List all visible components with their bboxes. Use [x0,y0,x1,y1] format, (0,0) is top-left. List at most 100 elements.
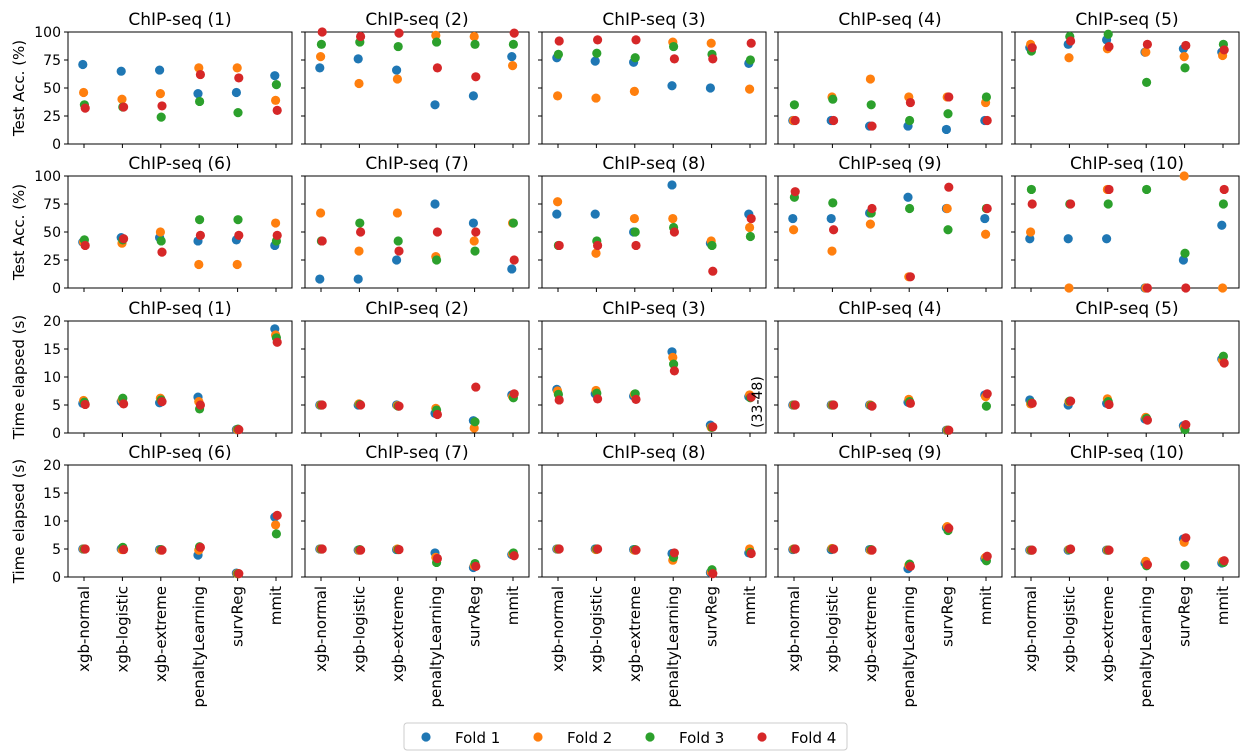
point-survReg-fold4 [234,73,244,83]
point-penaltyLearning-fold4 [669,227,680,237]
point-xgb-logistic-fold4 [829,544,839,554]
point-xgb-normal-fold4 [80,544,90,554]
point-mmit-fold4 [1219,556,1229,566]
point-mmit-fold4 [509,28,519,38]
point-xgb-extreme-fold4 [1104,41,1114,52]
point-xgb-logistic-fold4 [593,394,603,404]
point-xgb-extreme-fold4 [394,544,404,555]
y-tick-label: 75 [43,53,61,69]
point-penaltyLearning-fold1 [903,192,913,202]
point-xgb-logistic-fold2 [1064,283,1074,293]
point-xgb-normal-fold1 [78,59,88,70]
point-xgb-logistic-fold4 [593,240,603,251]
point-xgb-logistic-fold3 [355,218,365,228]
point-xgb-normal-fold1 [315,63,325,73]
point-xgb-logistic-fold4 [356,31,366,42]
y-tick-label: 100 [34,25,61,41]
panel-frame [304,464,530,578]
point-xgb-extreme-fold4 [631,545,641,555]
panel-title: ChIP-seq (8) [602,443,705,463]
point-penaltyLearning-fold4 [432,227,442,237]
panel-r2-c4: ChIP-seq (9) [774,154,1003,292]
point-mmit-fold2 [271,95,281,105]
point-xgb-normal-fold4 [317,236,327,246]
point-xgb-extreme-fold4 [394,401,404,411]
point-xgb-normal-fold2 [553,197,563,207]
point-mmit-fold4 [1219,184,1229,195]
point-mmit-fold4 [746,392,756,402]
point-xgb-extreme-fold4 [1104,399,1114,410]
x-tick-label-xgb-extreme: xgb-extreme [626,586,644,682]
point-xgb-logistic-fold3 [592,48,602,58]
point-penaltyLearning-fold4 [1142,560,1152,570]
point-xgb-logistic-fold4 [593,35,603,45]
point-xgb-normal-fold4 [554,395,564,405]
y-tick-label: 5 [52,398,61,414]
point-penaltyLearning-fold4 [1142,283,1152,293]
point-xgb-normal-fold2 [79,87,89,98]
panel-title: ChIP-seq (10) [1070,154,1184,174]
point-penaltyLearning-fold3 [195,215,205,225]
panel-r2-c3: ChIP-seq (8) [538,154,767,292]
x-tick-label-xgb-extreme: xgb-extreme [389,586,407,682]
point-survReg-fold3 [943,225,953,235]
y-tick-label: 5 [52,542,61,558]
panel-r3-c3: ChIP-seq (3) [538,299,767,437]
point-survReg-fold2 [942,203,952,214]
row-ylabel-4: Time elapsed (s) [10,459,28,584]
point-xgb-normal-fold2 [1026,227,1036,237]
point-survReg-fold2 [232,259,242,270]
point-mmit-fold4 [1219,358,1229,368]
panel-title: ChIP-seq (8) [602,154,705,174]
point-xgb-normal-fold4 [80,399,90,410]
point-xgb-extreme-fold3 [156,112,166,122]
point-xgb-normal-fold4 [1027,199,1037,209]
point-xgb-normal-fold4 [317,27,327,37]
point-xgb-extreme-fold2 [629,86,640,96]
point-survReg-fold4 [708,569,718,579]
point-xgb-logistic-fold1 [590,209,600,219]
point-mmit-fold2 [1218,283,1228,293]
point-penaltyLearning-fold2 [668,352,678,362]
point-xgb-extreme-fold4 [394,246,404,256]
point-xgb-extreme-fold4 [631,35,641,45]
point-survReg-fold4 [708,54,718,64]
point-mmit-fold3 [508,218,518,228]
point-survReg-fold4 [471,382,481,392]
panel-frame [304,31,530,145]
panel-frame [777,175,1003,289]
y-tick-label: 10 [43,514,61,530]
panel-title: ChIP-seq (7) [365,443,468,463]
point-xgb-extreme-fold2 [155,89,165,99]
point-mmit-fold4 [982,203,992,214]
legend-label-fold1: Fold 1 [455,729,500,747]
point-mmit-fold4 [982,551,992,561]
point-survReg-fold4 [1181,533,1191,543]
point-penaltyLearning-fold3 [1142,184,1152,195]
legend-marker-fold4 [757,732,767,742]
point-survReg-fold4 [234,425,244,435]
side-note: (33-48) [750,376,766,428]
point-xgb-logistic-fold2 [354,78,364,89]
point-xgb-extreme-fold4 [867,203,877,214]
point-xgb-normal-fold3 [1026,184,1036,195]
point-xgb-logistic-fold2 [1064,53,1074,63]
panel-r3-c5: ChIP-seq (5) [1011,299,1240,437]
point-survReg-fold1 [705,83,716,93]
x-tick-label-penaltyLearning: penaltyLearning [664,586,682,708]
point-survReg-fold3 [470,246,480,256]
point-xgb-extreme-fold3 [156,236,166,246]
point-penaltyLearning-fold2 [431,30,441,40]
point-survReg-fold4 [1181,420,1191,430]
x-tick-label-xgb-logistic: xgb-logistic [823,586,841,672]
panel-frame [777,31,1003,145]
y-tick-label: 0 [52,426,61,442]
point-mmit-fold3 [508,39,518,49]
x-tick-label-xgb-normal: xgb-normal [75,586,93,672]
point-penaltyLearning-fold3 [1142,77,1152,87]
point-survReg-fold4 [944,182,954,192]
y-tick-label: 20 [43,458,61,474]
point-survReg-fold4 [708,266,718,276]
x-tick-label-survReg: survReg [703,586,721,647]
row-ylabel-2: Test Acc. (%) [10,184,28,281]
